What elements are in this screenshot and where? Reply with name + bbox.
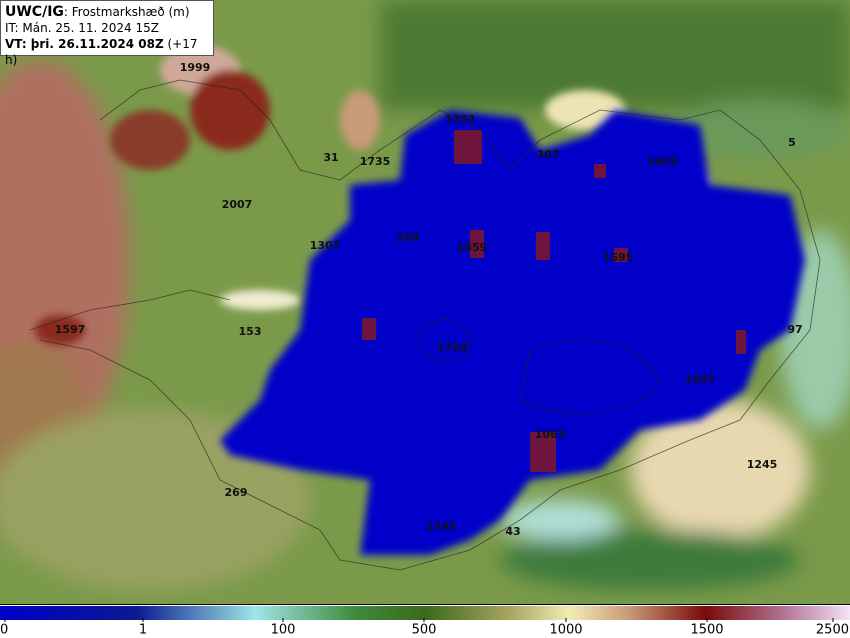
station-label: 307 [537, 148, 560, 161]
colorbar-ticks: 0 1 100 500 1000 1500 2500 [0, 618, 849, 638]
station-label: 1703 [445, 113, 476, 126]
lead-time: (+17 h) [5, 37, 198, 67]
colorbar [0, 606, 850, 620]
station-label: 1735 [360, 155, 391, 168]
station-label: 5 [788, 136, 796, 149]
colorbar-tick-label: 1500 [690, 623, 723, 638]
valid-time: VT: þri. 26.11.2024 08Z [5, 37, 164, 51]
station-label: 269 [225, 486, 248, 499]
station-label: 1245 [747, 458, 778, 471]
station-label: 97 [787, 323, 802, 336]
model: UWC/IG [5, 4, 64, 20]
station-label: 1745 [426, 520, 457, 533]
station-label: 43 [505, 525, 520, 538]
colorbar-tick-label: 500 [412, 623, 437, 638]
station-label: 1695 [603, 251, 634, 264]
station-label: 1063 [535, 428, 566, 441]
coastline [29, 79, 821, 571]
colorbar-tick-label: 100 [271, 623, 296, 638]
station-label: 153 [239, 325, 262, 338]
frost-region [220, 110, 805, 555]
field: : Frostmarkshæð (m) [63, 5, 190, 19]
colorbar-tick-label: 2500 [816, 623, 849, 638]
station-label: 1597 [55, 323, 86, 336]
station-label: 1720 [437, 341, 468, 354]
init-time: IT: Mán. 25. 11. 2024 15Z [5, 21, 159, 35]
header: UWC/IG: Frostmarkshæð (m) IT: Mán. 25. 1… [0, 0, 214, 67]
colorbar-tick-label: 1 [139, 623, 147, 638]
station-label: 1603 [647, 155, 678, 168]
station-label: 269 [397, 231, 420, 244]
station-label: 31 [323, 151, 338, 164]
station-label: 1659 [457, 241, 488, 254]
station-label: 1307 [310, 239, 341, 252]
colorbar-tick-label: 1000 [549, 623, 582, 638]
station-label: 2007 [222, 198, 253, 211]
station-labels: 1999 1703 31 1735 307 1603 5 2007 1307 269 1659 169… [55, 61, 803, 538]
colorbar-tick-label: 0 [0, 623, 8, 638]
station-label: 1597 [685, 373, 716, 386]
station-label: 1999 [180, 61, 211, 74]
pixels [362, 130, 746, 472]
